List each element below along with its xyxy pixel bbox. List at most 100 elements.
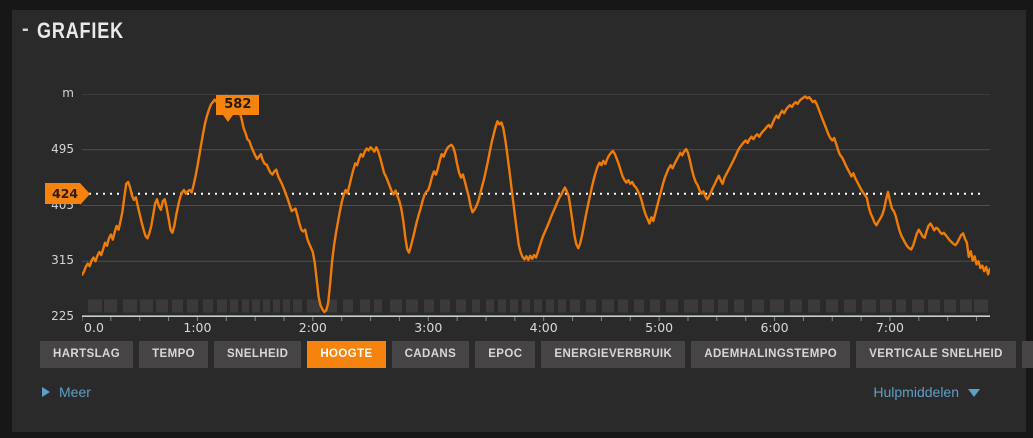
tab-cadans[interactable]: CADANS [391, 341, 470, 368]
more-link[interactable]: Meer [42, 384, 91, 400]
x-label-6:00: 6:00 [760, 320, 789, 335]
lap-marker [684, 299, 698, 313]
lap-marker [273, 299, 280, 313]
lap-marker [734, 299, 744, 313]
lap-marker [960, 299, 972, 313]
lap-marker [752, 299, 764, 313]
lap-marker [374, 299, 382, 313]
tab-vo2[interactable]: VO2 [1021, 341, 1033, 368]
x-label-5:00: 5:00 [645, 320, 674, 335]
lap-marker [498, 299, 506, 313]
lap-marker [104, 299, 117, 313]
lap-marker [472, 299, 480, 313]
tools-dropdown[interactable]: Hulpmiddelen [873, 384, 980, 400]
more-label: Meer [59, 384, 91, 400]
lap-marker [187, 299, 198, 313]
lap-marker [546, 299, 554, 313]
lap-marker [230, 299, 238, 313]
chart-tabs: HARTSLAG TEMPO SNELHEID HOOGTE CADANS EPOC ENE… [40, 341, 1033, 368]
altitude-chart[interactable]: 582 [82, 94, 990, 327]
x-axis-labels: 0.0 1:00 2:00 3:00 4:00 5:00 6:00 7:00 [82, 320, 1002, 336]
lap-marker [283, 299, 290, 313]
altitude-line [82, 94, 990, 314]
lap-marker [862, 299, 876, 313]
altitude-line-plot [82, 94, 990, 321]
lap-marker [293, 299, 302, 313]
lap-marker [718, 299, 728, 313]
lap-marker [203, 299, 213, 313]
panel-header: - GRAFIEK [22, 18, 143, 46]
lap-marker [912, 299, 924, 313]
y-label-315: 315 [51, 253, 74, 268]
y-label-495: 495 [51, 141, 74, 156]
page-title: GRAFIEK [36, 18, 124, 43]
lap-marker [390, 299, 402, 313]
max-altitude-label: 582 [216, 95, 260, 122]
lap-marker [424, 299, 434, 313]
lap-marker [88, 299, 102, 313]
lap-marker [928, 299, 940, 313]
lap-marker [586, 299, 596, 313]
expand-triangle-icon [42, 387, 50, 397]
lap-marker [534, 299, 542, 313]
grafiek-panel: - GRAFIEK m 495 405 315 225 582 424 0.0 1:00 2:… [12, 10, 1033, 432]
tab-hoogte[interactable]: HOOGTE [307, 341, 386, 368]
tab-verticale-snelheid[interactable]: VERTICALE SNELHEID [856, 341, 1016, 368]
tab-tempo[interactable]: TEMPO [139, 341, 208, 368]
lap-marker [140, 299, 153, 313]
lap-marker [440, 299, 450, 313]
lap-marker [307, 299, 320, 313]
lap-marker [770, 299, 784, 313]
lap-marker [263, 299, 270, 313]
lap-marker [558, 299, 566, 313]
lap-marker [844, 299, 856, 313]
x-label-0.0: 0.0 [84, 320, 104, 335]
collapse-toggle[interactable]: - [22, 18, 29, 40]
tab-snelheid[interactable]: SNELHEID [213, 341, 302, 368]
tools-label: Hulpmiddelen [873, 384, 959, 400]
lap-marker [650, 299, 660, 313]
x-label-2:00: 2:00 [298, 320, 327, 335]
lap-marker [522, 299, 530, 313]
lap-marker [570, 299, 580, 313]
x-label-4:00: 4:00 [529, 320, 558, 335]
y-label-m: m [62, 86, 74, 100]
lap-marker [510, 299, 518, 313]
lap-marker [343, 299, 353, 313]
lap-marker [156, 299, 168, 313]
lap-marker [790, 299, 802, 313]
x-label-3:00: 3:00 [414, 320, 443, 335]
lap-marker [808, 299, 820, 313]
tab-hartslag[interactable]: HARTSLAG [40, 341, 134, 368]
y-axis-labels: m 495 405 315 225 [28, 86, 74, 324]
lap-marker [172, 299, 183, 313]
lap-marker [456, 299, 466, 313]
dropdown-arrow-icon [968, 389, 980, 397]
max-altitude-value: 582 [224, 97, 252, 112]
tab-epoc[interactable]: EPOC [475, 341, 536, 368]
lap-marker [702, 299, 714, 313]
lap-marker [896, 299, 906, 313]
lap-marker [666, 299, 678, 313]
lap-marker [360, 299, 370, 313]
lap-marker [217, 299, 227, 313]
y-label-225: 225 [51, 309, 74, 323]
lap-marker [327, 299, 337, 313]
lap-marker [974, 299, 988, 313]
lap-marker [486, 299, 494, 313]
lap-marker [406, 299, 418, 313]
tab-energieverbruik[interactable]: ENERGIEVERBRUIK [541, 341, 686, 368]
cursor-altitude-marker[interactable]: 424 [45, 182, 91, 205]
x-label-7:00: 7:00 [875, 320, 904, 335]
lap-marker [826, 299, 838, 313]
lap-marker [944, 299, 956, 313]
tab-ademhalingstempo[interactable]: ADEMHALINGSTEMPO [691, 341, 851, 368]
cursor-altitude-value: 424 [52, 185, 79, 201]
lap-marker [252, 299, 260, 313]
lap-marker [242, 299, 249, 313]
x-label-1:00: 1:00 [183, 320, 212, 335]
lap-marker [618, 299, 628, 313]
lap-marker [880, 299, 892, 313]
lap-marker [602, 299, 614, 313]
lap-marker [634, 299, 644, 313]
